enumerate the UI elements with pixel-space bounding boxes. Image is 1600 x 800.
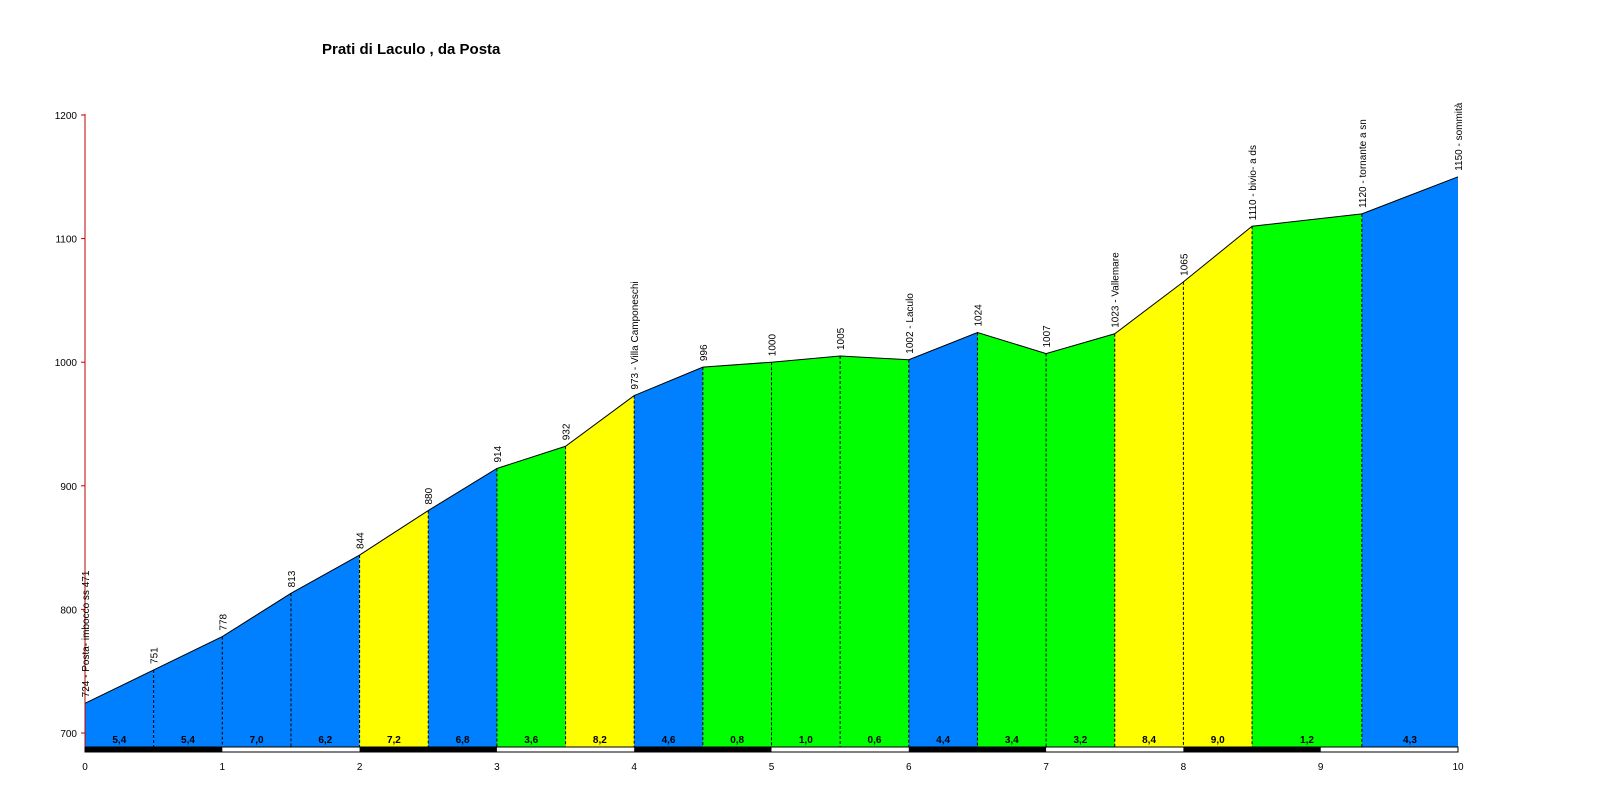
profile-segment — [840, 356, 909, 747]
point-label: 932 — [562, 423, 573, 440]
point-label: 880 — [424, 487, 435, 504]
x-tick-label: 1 — [220, 762, 226, 773]
point-label: 1024 — [973, 304, 984, 327]
x-tick-label: 0 — [82, 762, 88, 773]
grade-label: 7,2 — [387, 735, 401, 746]
point-label: 1007 — [1042, 325, 1053, 348]
grade-label: 0,6 — [868, 735, 882, 746]
x-axis-ticks: 0 1 2 3 4 5 6 7 8 9 10 — [82, 762, 1464, 773]
distance-strip — [84, 746, 1459, 753]
profile-segment — [977, 332, 1047, 747]
grade-label: 3,2 — [1073, 735, 1087, 746]
profile-segment — [634, 367, 703, 747]
x-tick-label: 3 — [494, 762, 500, 773]
distance-strip-bar — [85, 747, 223, 752]
grade-label: 4,3 — [1403, 735, 1417, 746]
point-label: 751 — [150, 647, 161, 664]
profile-segment — [1046, 333, 1115, 747]
profile-outline-line — [84, 176, 1459, 704]
point-label: 1065 — [1179, 253, 1190, 276]
profile-segments — [85, 176, 1458, 748]
y-tick-label: 800 — [60, 605, 77, 616]
profile-segment — [496, 446, 566, 747]
point-label: 724 - Posta- imbocco ss 471 — [81, 570, 92, 697]
point-label: 1120 - tornante a sn — [1358, 119, 1369, 208]
distance-strip-bar — [908, 747, 1047, 752]
point-label: 778 — [218, 613, 229, 630]
point-label: 1000 — [768, 334, 779, 357]
chart-title: Prati di Laculo , da Posta — [322, 41, 501, 58]
grade-label: 7,0 — [250, 735, 264, 746]
profile-segment — [222, 593, 291, 747]
grade-labels: 5,4 5,4 7,0 6,2 7,2 6,8 3,6 8,2 4,6 0,8 1,0 0,6 4,4 3… — [112, 735, 1417, 746]
point-label: 813 — [287, 570, 298, 587]
grade-label: 4,4 — [936, 735, 950, 746]
grade-label: 1,0 — [799, 735, 813, 746]
profile-outline — [84, 176, 1459, 704]
grade-label: 8,4 — [1142, 735, 1156, 746]
profile-segment — [359, 510, 429, 747]
profile-segment — [1114, 281, 1184, 747]
point-label: 973 - Villa Camponeschi — [630, 281, 641, 389]
x-tick-label: 8 — [1181, 762, 1187, 773]
y-tick-label: 1100 — [55, 235, 77, 246]
grade-label: 5,4 — [112, 735, 126, 746]
grade-label: 6,8 — [456, 735, 470, 746]
point-label: 844 — [356, 532, 367, 549]
x-tick-label: 9 — [1318, 762, 1324, 773]
point-label: 996 — [699, 344, 710, 361]
x-tick-label: 6 — [906, 762, 912, 773]
distance-strip-bar — [359, 747, 497, 752]
x-tick-label: 2 — [357, 762, 363, 773]
grade-label: 6,2 — [318, 735, 332, 746]
profile-segment — [908, 332, 978, 747]
distance-strip-bar — [634, 747, 772, 752]
profile-segment — [1361, 176, 1458, 748]
profile-segment — [85, 669, 154, 747]
profile-segment — [428, 468, 497, 747]
profile-segment — [702, 362, 772, 747]
x-tick-label: 7 — [1043, 762, 1049, 773]
y-tick-label: 900 — [60, 482, 77, 493]
y-axis-ticks: 700 800 900 1000 1100 1200 — [55, 111, 85, 740]
point-label: 1002 - Laculo — [905, 293, 916, 354]
profile-segment — [1252, 213, 1362, 747]
grade-label: 1,2 — [1300, 735, 1314, 746]
grade-label: 8,2 — [593, 735, 607, 746]
grade-label: 4,6 — [662, 735, 676, 746]
distance-strip-bar — [1183, 747, 1321, 752]
segment-dividers — [153, 213, 1363, 747]
grade-label: 9,0 — [1211, 735, 1225, 746]
point-label: 1023 - Vallemare — [1111, 252, 1122, 328]
point-label: 1110 - bivio- a ds — [1248, 145, 1259, 220]
y-tick-label: 1000 — [55, 358, 78, 369]
point-label: 1005 — [836, 327, 847, 350]
grade-label: 3,4 — [1005, 735, 1019, 746]
y-tick-label: 1200 — [55, 111, 78, 122]
y-tick-label: 700 — [60, 729, 77, 740]
grade-label: 0,8 — [730, 735, 744, 746]
x-tick-label: 5 — [769, 762, 775, 773]
grade-label: 5,4 — [181, 735, 195, 746]
x-tick-label: 4 — [631, 762, 637, 773]
point-labels: 724 - Posta- imbocco ss 471 751 778 813 844 8… — [81, 102, 1465, 697]
profile-segment — [290, 555, 360, 747]
point-label: 914 — [493, 445, 504, 462]
grade-label: 3,6 — [524, 735, 538, 746]
point-label: 1150 - sommità — [1454, 102, 1465, 171]
x-tick-label: 10 — [1452, 762, 1464, 773]
profile-segment — [153, 636, 223, 747]
profile-segment — [1183, 226, 1253, 748]
profile-segment — [771, 356, 841, 747]
profile-segment — [565, 395, 635, 747]
